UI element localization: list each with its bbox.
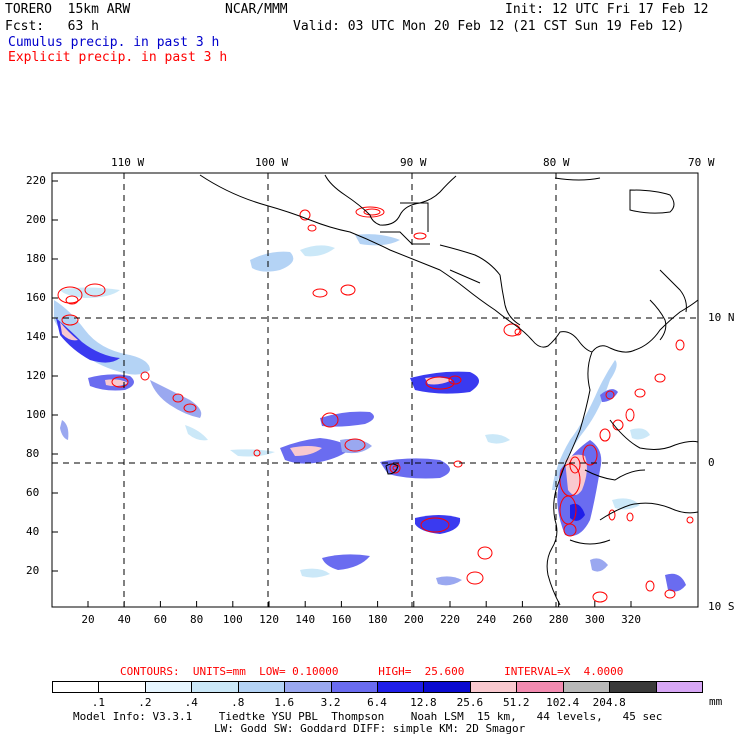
colorbar-label: 204.8 [592,696,626,709]
lon-label-110w: 110 W [111,156,145,169]
lon-label-80w: 80 W [543,156,570,169]
colorbar-label: .4 [184,696,198,709]
x-tick-label: 100 [222,613,243,626]
colorbar-units: mm [709,695,723,708]
x-tick-label: 260 [512,613,533,626]
colorbar-swatch [655,681,703,693]
x-tick-label: 40 [117,613,131,626]
colorbar-swatch [469,681,518,693]
init-time: Init: 12 UTC Fri 17 Feb 12 [505,2,709,17]
x-tick-label: 160 [331,613,352,626]
colorbar-swatch [377,681,425,693]
lon-label-100w: 100 W [255,156,289,169]
org-label: NCAR/MMM [225,2,288,17]
colorbar-label: 51.2 [503,696,530,709]
colorbar-swatch [237,681,286,693]
cumulus-precip-shading [54,234,686,592]
colorbar-swatch [284,681,332,693]
footer-physics: LW: Godd SW: Goddard DIFF: simple KM: 2D… [214,722,526,735]
colorbar-label: 3.2 [320,696,341,709]
lon-label-70w: 70 W [688,156,715,169]
y-tick-label: 40 [26,525,40,538]
colorbar-label: 12.8 [410,696,437,709]
y-tick-label: 100 [26,408,46,421]
valid-time: Valid: 03 UTC Mon 20 Feb 12 (21 CST Sun … [293,19,685,34]
colorbar-swatch [52,681,100,693]
y-tick-label: 180 [26,252,46,265]
x-tick-label: 80 [190,613,204,626]
colorbar-swatch [191,681,239,693]
legend-explicit: Explicit precip. in past 3 h [8,50,228,65]
footer-model-info: Model Info: V3.3.1 Tiedtke YSU PBL Thomp… [73,710,663,723]
explicit-precip-contours [57,206,694,603]
x-tick-label: 200 [403,613,424,626]
x-tick-label: 180 [367,613,388,626]
y-tick-label: 140 [26,330,46,343]
y-tick-label: 60 [26,486,40,499]
y-tick-label: 20 [26,564,40,577]
coastlines [199,174,698,606]
axis-ticks [52,173,632,607]
colorbar-swatch [516,681,564,693]
colorbar-label: .8 [231,696,245,709]
y-tick-label: 200 [26,213,46,226]
x-tick-label: 280 [548,613,569,626]
colorbar-swatch [144,681,193,693]
y-tick-label: 80 [26,447,40,460]
model-title: TORERO 15km ARW [5,2,131,17]
colorbar-label: .1 [91,696,106,709]
x-tick-label: 120 [259,613,279,626]
colorbar-label: 102.4 [546,696,580,709]
x-tick-label: 240 [476,613,497,626]
forecast-hour: Fcst: 63 h [5,19,99,34]
contour-info: CONTOURS: UNITS=mm LOW= 0.10000 HIGH= 25… [120,665,624,678]
colorbar-label: 1.6 [274,696,295,709]
map-frame [51,172,699,608]
colorbar-swatch [330,681,378,693]
x-tick-label: 320 [621,613,641,626]
x-tick-label: 20 [81,613,95,626]
x-tick-label: 300 [584,613,605,626]
legend-cumulus: Cumulus precip. in past 3 h [8,35,220,50]
lon-label-90w: 90 W [400,156,427,169]
y-tick-label: 120 [26,369,46,382]
x-tick-label: 140 [295,613,316,626]
colorbar-swatch [562,681,611,693]
colorbar-label: 25.6 [456,696,484,709]
y-tick-label: 220 [26,174,46,187]
y-tick-label: 160 [26,291,46,304]
lat-label-0: 0 [708,456,715,469]
x-tick-label: 220 [440,613,460,626]
colorbar-swatch [423,681,471,693]
lat-label-10s: 10 S [708,600,735,613]
colorbar-swatch [609,681,657,693]
lat-lon-gridlines [52,173,698,607]
lat-label-10n: 10 N [708,311,735,324]
colorbar-label: .2 [138,696,152,709]
colorbar-swatch [98,681,146,693]
x-tick-label: 60 [153,613,168,626]
colorbar-label: 6.4 [367,696,387,709]
